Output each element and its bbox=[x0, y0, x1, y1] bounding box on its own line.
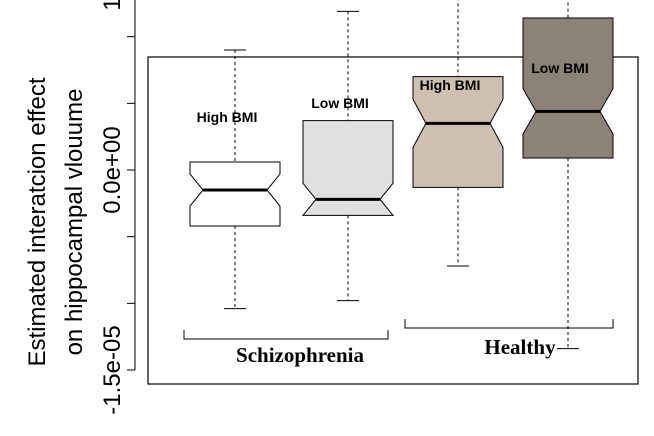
y-tick-label: 0.0e+00 bbox=[99, 126, 126, 213]
group-brackets: Schizophrenia Healthy bbox=[183, 319, 614, 367]
box: High BMI bbox=[412, 0, 504, 267]
box-body bbox=[189, 161, 281, 227]
box: Low BMI bbox=[301, 10, 395, 302]
y-axis-label-line: on hippocampal vlouume bbox=[61, 89, 88, 356]
y-tick-label: 1.5e-05 bbox=[99, 0, 126, 11]
group-label: Schizophrenia bbox=[236, 343, 364, 367]
y-axis-label-line: Estimated interatcion effect bbox=[24, 77, 51, 366]
box-body bbox=[522, 17, 614, 159]
box: Low BMI bbox=[522, 0, 614, 350]
box-label: Low BMI bbox=[311, 95, 369, 111]
y-tick-label: -1.5e-05 bbox=[99, 325, 126, 414]
group-bracket bbox=[404, 319, 614, 329]
plot-frame bbox=[147, 56, 639, 385]
box-body bbox=[301, 120, 395, 216]
box: High BMI bbox=[189, 49, 281, 310]
box-label: High BMI bbox=[420, 77, 481, 93]
y-axis: 1.5e-05 0.0e+00 -1.5e-05 bbox=[99, 0, 136, 415]
box-body bbox=[412, 76, 504, 188]
group-bracket bbox=[183, 330, 389, 340]
boxes: High BMI Low BMI High BMI Low BMI bbox=[189, 0, 614, 350]
box-label: High BMI bbox=[197, 109, 258, 125]
box-label: Low BMI bbox=[531, 60, 589, 76]
group-label: Healthy bbox=[484, 335, 556, 359]
y-axis-label: Estimated interatcion effect on hippocamp… bbox=[24, 77, 88, 366]
